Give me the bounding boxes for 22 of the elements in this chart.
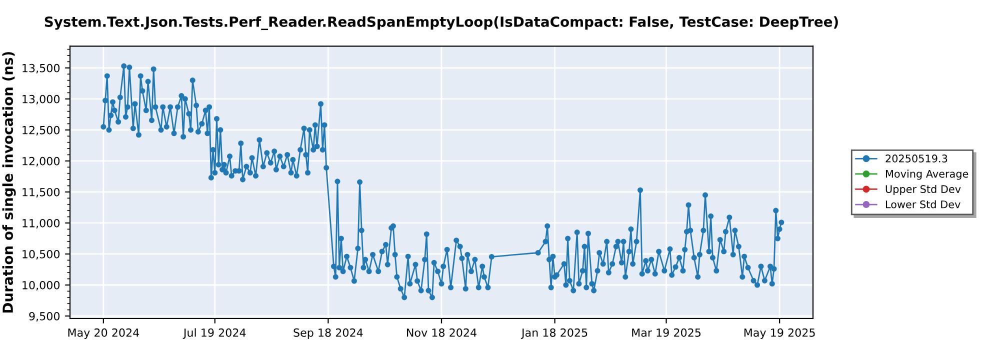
- x-tick-label: Sep 18 2024: [294, 328, 363, 339]
- y-tick-label: 12,000: [22, 156, 60, 166]
- legend-label: Upper Std Dev: [886, 184, 961, 196]
- y-tick-label: 10,500: [22, 250, 60, 260]
- x-tick-label: Mar 19 2025: [632, 328, 701, 337]
- legend-label: Moving Average: [886, 170, 968, 180]
- y-axis-title: Duration of single invocation (ns): [2, 52, 16, 313]
- x-tick-label: Jul 19 2024: [182, 328, 246, 339]
- x-tick-label: Jan 18 2025: [520, 328, 588, 339]
- legend-label: Lower Std Dev: [886, 200, 960, 208]
- y-tick-label: 12,500: [22, 126, 60, 136]
- chart-title: System.Text.Json.Tests.Perf_Reader.ReadSpanEmptyLoop(IsDataCompact: False, TestCase: DeepTree): [44, 16, 838, 30]
- x-tick-label: May 19 2025: [744, 328, 815, 339]
- x-tick-label: May 20 2024: [68, 328, 140, 339]
- y-tick-label: 10,000: [22, 280, 60, 291]
- legend-label: 20250519.3: [886, 154, 948, 162]
- y-tick-label: 11,500: [22, 188, 60, 198]
- y-tick-label: 11,000: [22, 218, 60, 228]
- x-tick-label: Nov 18 2024: [407, 328, 476, 337]
- y-tick-label: 9,500: [29, 312, 60, 322]
- y-tick-label: 13,500: [22, 64, 60, 74]
- y-tick-label: 13,000: [22, 94, 60, 104]
